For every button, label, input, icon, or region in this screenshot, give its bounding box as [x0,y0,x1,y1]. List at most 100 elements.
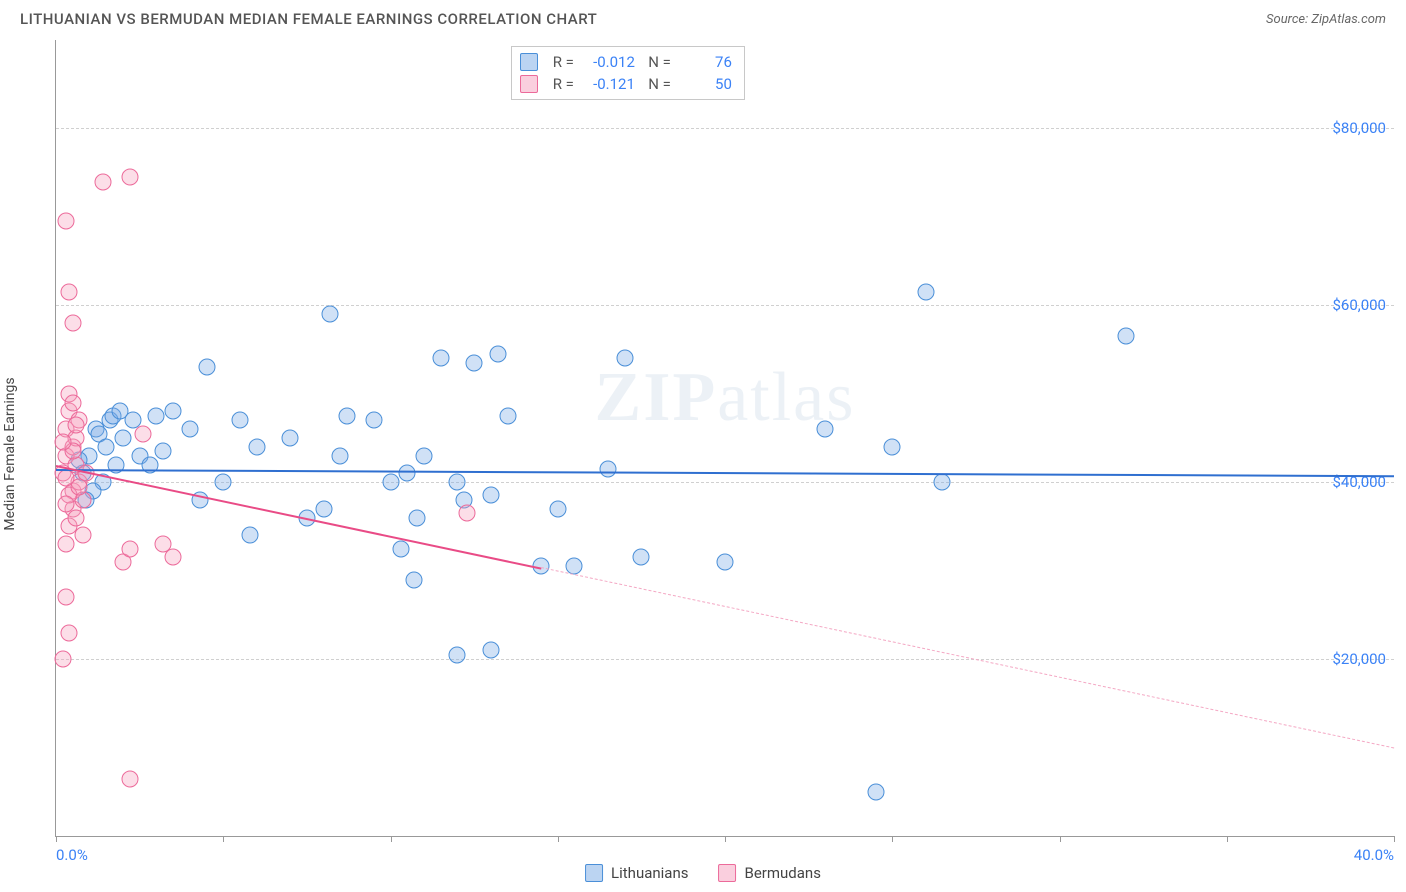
gridline [56,128,1394,129]
scatter-point [449,474,466,491]
regression-line [56,469,1394,477]
scatter-point [399,465,416,482]
chart-header: LITHUANIAN VS BERMUDAN MEDIAN FEMALE EAR… [0,0,1406,33]
scatter-point [466,354,483,371]
gridline [56,659,1394,660]
xtick-label: 0.0% [56,846,88,864]
chart-title: LITHUANIAN VS BERMUDAN MEDIAN FEMALE EAR… [20,10,597,28]
stat-label: R = [544,73,574,95]
scatter-point [58,496,75,513]
scatter-point [248,438,265,455]
scatter-point [58,213,75,230]
scatter-point [54,434,71,451]
xtick [1394,836,1395,842]
scatter-point [884,438,901,455]
scatter-point [231,412,248,429]
scatter-point [409,509,426,526]
stat-value: -0.012 [580,51,635,73]
scatter-point [94,173,111,190]
stats-row: R = -0.012 N = 76 [520,51,732,73]
scatter-point [482,487,499,504]
scatter-point [198,359,215,376]
scatter-point [114,430,131,447]
scatter-point [1118,328,1135,345]
scatter-point [181,421,198,438]
scatter-point [64,315,81,332]
scatter-point [165,403,182,420]
swatch-icon [585,864,603,882]
scatter-point [717,553,734,570]
scatter-point [98,438,115,455]
legend-item: Bermudans [719,864,821,882]
scatter-point [365,412,382,429]
scatter-point [405,571,422,588]
scatter-point [215,474,232,491]
scatter-point [459,505,476,522]
bottom-legend: Lithuanians Bermudans [585,864,821,882]
ytick-label: $60,000 [1332,296,1386,314]
scatter-point [917,284,934,301]
scatter-point [315,500,332,517]
xtick-label: 40.0% [1354,846,1394,864]
scatter-point [74,527,91,544]
stat-value: 50 [677,73,732,95]
source-attribution: Source: ZipAtlas.com [1266,12,1386,27]
scatter-point [449,646,466,663]
ytick-label: $20,000 [1332,650,1386,668]
stat-label: N = [641,51,671,73]
stats-row: R = -0.121 N = 50 [520,73,732,95]
scatter-point [61,624,78,641]
gridline [56,305,1394,306]
scatter-point [489,345,506,362]
scatter-point [499,407,516,424]
scatter-point [392,540,409,557]
swatch-icon [520,75,538,93]
scatter-point [934,474,951,491]
stat-value: -0.121 [580,73,635,95]
scatter-point [867,783,884,800]
scatter-point [599,460,616,477]
ytick-label: $80,000 [1332,119,1386,137]
scatter-point [339,407,356,424]
legend-label: Bermudans [745,864,821,882]
chart-area: ZIPatlas R = -0.012 N = 76 R = -0.121 N … [55,40,1394,837]
scatter-point [817,421,834,438]
stat-label: N = [641,73,671,95]
scatter-point [633,549,650,566]
xtick [1060,836,1061,842]
scatter-point [282,430,299,447]
scatter-point [148,407,165,424]
scatter-point [415,447,432,464]
scatter-point [134,425,151,442]
scatter-point [432,350,449,367]
scatter-point [155,443,172,460]
swatch-icon [719,864,737,882]
xtick [391,836,392,842]
y-axis-label: Median Female Earnings [2,377,18,530]
scatter-point [549,500,566,517]
scatter-point [68,416,85,433]
scatter-point [242,527,259,544]
xtick [223,836,224,842]
xtick [1227,836,1228,842]
stat-value: 76 [677,51,732,73]
swatch-icon [520,53,538,71]
scatter-point [121,540,138,557]
scatter-point [58,536,75,553]
xtick [892,836,893,842]
scatter-point [616,350,633,367]
gridline [56,482,1394,483]
scatter-point [54,651,71,668]
regression-line [541,567,1394,748]
scatter-point [121,169,138,186]
xtick [558,836,559,842]
scatter-point [382,474,399,491]
stats-legend-box: R = -0.012 N = 76 R = -0.121 N = 50 [511,46,745,100]
xtick [56,836,57,842]
stat-label: R = [544,51,574,73]
plot-region: ZIPatlas R = -0.012 N = 76 R = -0.121 N … [55,40,1394,837]
legend-item: Lithuanians [585,864,688,882]
scatter-point [482,642,499,659]
legend-label: Lithuanians [611,864,688,882]
scatter-point [322,306,339,323]
